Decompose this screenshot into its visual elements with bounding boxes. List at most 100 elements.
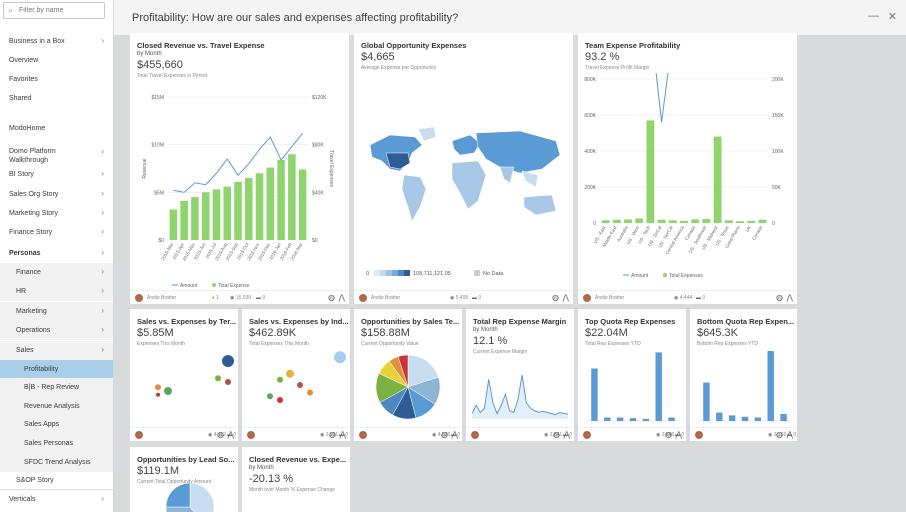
- bar[interactable]: [212, 189, 221, 240]
- avatar[interactable]: [695, 431, 703, 439]
- bar[interactable]: [713, 136, 722, 223]
- bar[interactable]: [642, 418, 650, 421]
- card-title[interactable]: Opportunities by Sales Te...: [361, 317, 460, 326]
- avatar[interactable]: [583, 431, 591, 439]
- sidebar-item[interactable]: Finance Story ›: [0, 223, 113, 242]
- scatter-point[interactable]: [307, 389, 313, 396]
- bar[interactable]: [724, 220, 733, 223]
- pie-slice[interactable]: [407, 354, 439, 388]
- sidebar-item[interactable]: Profitability: [0, 360, 113, 379]
- more-icon[interactable]: ⋀: [338, 293, 345, 302]
- card-title[interactable]: Global Opportunity Expenses: [361, 41, 467, 50]
- bar[interactable]: [277, 159, 285, 240]
- sidebar-item[interactable]: Personas ›: [0, 244, 113, 263]
- sidebar-item[interactable]: Verticals ›: [0, 490, 113, 509]
- share-icon[interactable]: ◍: [329, 430, 336, 439]
- scatter-point[interactable]: [164, 387, 172, 395]
- sidebar-item[interactable]: Domo Platform Walkthrough ›: [0, 142, 113, 164]
- pie-slice[interactable]: [165, 506, 204, 512]
- bar[interactable]: [635, 218, 644, 224]
- bar[interactable]: [234, 181, 242, 240]
- bar[interactable]: [728, 415, 736, 421]
- card-title[interactable]: Total Rep Expense Margin: [473, 317, 567, 326]
- bar[interactable]: [298, 169, 307, 240]
- world-map[interactable]: [354, 93, 573, 293]
- bar[interactable]: [223, 186, 231, 240]
- avatar[interactable]: [135, 431, 143, 439]
- card[interactable]: Global Opportunity Expenses $4,665 Average…: [354, 33, 573, 304]
- sidebar-item[interactable]: Finance ›: [0, 263, 113, 282]
- more-icon[interactable]: ⋀: [563, 430, 570, 439]
- card-title[interactable]: Closed Revenue vs. Expe...: [249, 455, 347, 464]
- map-region-usa[interactable]: [385, 152, 411, 170]
- card[interactable]: Top Quota Rep Expenses $22.04M Total Rep E…: [578, 309, 686, 441]
- map-region-greenland[interactable]: [417, 126, 437, 142]
- map-region-south-america[interactable]: [401, 174, 427, 222]
- bar[interactable]: [767, 351, 774, 421]
- share-icon[interactable]: ◍: [665, 430, 672, 439]
- sidebar-item[interactable]: Business in a Box ›: [0, 32, 113, 51]
- card-title[interactable]: Sales vs. Expenses by Ter...: [137, 317, 237, 326]
- share-icon[interactable]: ◍: [776, 293, 783, 302]
- card-title[interactable]: Sales vs. Expenses by Ind...: [249, 317, 349, 326]
- card[interactable]: Closed Revenue vs. Travel Expense by Mont…: [130, 33, 349, 304]
- series-line[interactable]: [471, 374, 569, 416]
- bar[interactable]: [201, 192, 210, 240]
- card[interactable]: Sales vs. Expenses by Ind... $462.89K Tota…: [242, 309, 350, 441]
- map-region-asia[interactable]: [475, 130, 561, 174]
- card-title[interactable]: Bottom Quota Rep Expen...: [697, 317, 795, 326]
- avatar[interactable]: [247, 431, 255, 439]
- card-title[interactable]: Closed Revenue vs. Travel Expense: [137, 41, 265, 50]
- scatter-point[interactable]: [277, 397, 283, 403]
- card[interactable]: Bottom Quota Rep Expen... $645.3K Bottom R…: [690, 309, 797, 441]
- avatar[interactable]: [135, 294, 143, 302]
- scatter-point[interactable]: [286, 369, 294, 378]
- series-line[interactable]: [173, 132, 304, 193]
- bar[interactable]: [758, 219, 767, 223]
- more-icon[interactable]: ⋀: [227, 430, 234, 439]
- sidebar-item[interactable]: Marketing ›: [0, 302, 113, 321]
- more-icon[interactable]: ⋀: [451, 430, 458, 439]
- pie-slice[interactable]: [397, 354, 409, 388]
- scatter-point[interactable]: [155, 384, 161, 391]
- bar[interactable]: [716, 412, 723, 421]
- bar[interactable]: [616, 417, 624, 422]
- share-icon[interactable]: ◍: [553, 430, 560, 439]
- sidebar-item[interactable]: S&OP Story: [0, 471, 113, 490]
- scatter-point[interactable]: [267, 393, 273, 400]
- card[interactable]: Closed Revenue vs. Expe... by Month -20.13…: [242, 447, 350, 512]
- map-region-australia[interactable]: [523, 194, 557, 216]
- bar[interactable]: [668, 417, 675, 422]
- bar[interactable]: [288, 154, 296, 240]
- legend-label[interactable]: Total Expenses: [669, 273, 703, 279]
- scatter-point[interactable]: [215, 375, 221, 382]
- bar[interactable]: [169, 209, 178, 240]
- bar[interactable]: [191, 197, 199, 240]
- bar[interactable]: [691, 219, 700, 223]
- sidebar-item[interactable]: SFDC Trend Analysis: [0, 453, 113, 472]
- map-region-africa[interactable]: [451, 160, 487, 210]
- bar[interactable]: [754, 417, 762, 422]
- sidebar-item[interactable]: Operations ›: [0, 321, 113, 340]
- bar[interactable]: [612, 219, 621, 223]
- close-button[interactable]: ✕: [887, 11, 897, 23]
- sidebar-item[interactable]: Overview: [0, 51, 113, 70]
- share-icon[interactable]: ◍: [217, 430, 224, 439]
- share-icon[interactable]: ◍: [441, 430, 448, 439]
- sidebar-item[interactable]: HR ›: [0, 282, 113, 301]
- bar[interactable]: [624, 219, 632, 223]
- bar[interactable]: [601, 220, 610, 223]
- bar[interactable]: [655, 352, 662, 421]
- bar[interactable]: [266, 167, 275, 240]
- pie-slice[interactable]: [165, 482, 191, 508]
- avatar[interactable]: [583, 294, 591, 302]
- scatter-point[interactable]: [225, 379, 231, 385]
- legend-label[interactable]: Total Expense: [218, 283, 250, 289]
- bar[interactable]: [646, 120, 655, 223]
- sidebar-item[interactable]: Marketing Story ›: [0, 204, 113, 223]
- legend-label[interactable]: Amount: [631, 273, 649, 279]
- filter-input[interactable]: [19, 5, 103, 16]
- scatter-point[interactable]: [297, 382, 303, 388]
- bar[interactable]: [591, 368, 598, 422]
- card[interactable]: Opportunities by Sales Te... $158.88M Curr…: [354, 309, 462, 441]
